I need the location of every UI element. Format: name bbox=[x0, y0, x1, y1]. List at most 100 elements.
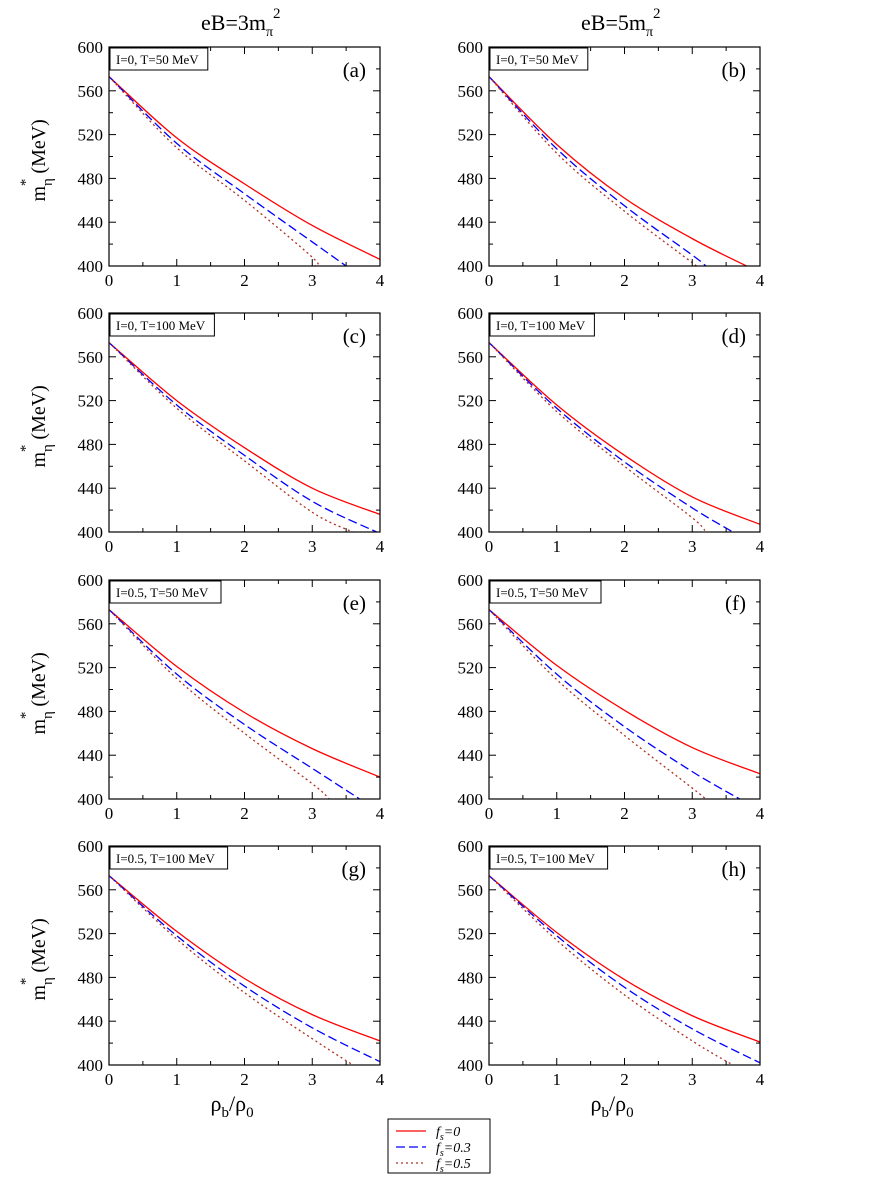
panel-e: 400 440 480 520 560 600 0 1 2 3 4 I=0.5, T=50 MeV (e… bbox=[18, 571, 385, 823]
panel-label: (d) bbox=[722, 324, 747, 348]
plot-frame bbox=[488, 579, 761, 800]
series-line-1 bbox=[489, 342, 734, 532]
y-tick-label: 480 bbox=[78, 169, 104, 188]
y-tick-label: 600 bbox=[458, 38, 484, 57]
legend-box bbox=[387, 1118, 491, 1174]
y-tick-label: 520 bbox=[458, 392, 484, 411]
panel-label: (b) bbox=[722, 58, 747, 82]
panel-g: 400 440 480 520 560 600 0 1 2 3 4 I=0.5, T=100 MeV (… bbox=[18, 837, 385, 1121]
series-line-2 bbox=[109, 76, 320, 266]
y-tick-label: 480 bbox=[78, 968, 104, 987]
x-tick-label: 0 bbox=[485, 804, 494, 823]
panel-tag-box bbox=[109, 47, 209, 71]
x-tick-label: 2 bbox=[620, 537, 629, 556]
y-tick-label: 400 bbox=[78, 257, 104, 276]
x-tick-label: 2 bbox=[240, 1070, 249, 1089]
legend-label-0: fs=0 bbox=[436, 1125, 460, 1143]
series-line-0 bbox=[489, 875, 760, 1043]
x-tick-label: 0 bbox=[485, 537, 494, 556]
panel-label: (a) bbox=[343, 58, 366, 82]
plot-frame bbox=[108, 579, 381, 800]
series-line-1 bbox=[109, 609, 361, 799]
series-line-0 bbox=[109, 609, 380, 778]
series-line-2 bbox=[489, 76, 698, 266]
x-tick-label: 0 bbox=[485, 1070, 494, 1089]
x-tick-label: 3 bbox=[688, 537, 697, 556]
panel-label: (f) bbox=[725, 591, 746, 615]
y-tick-label: 400 bbox=[78, 1056, 104, 1075]
x-tick-label: 2 bbox=[240, 537, 249, 556]
y-tick-label: 400 bbox=[78, 523, 104, 542]
series-line-2 bbox=[109, 875, 354, 1065]
x-tick-label: 1 bbox=[553, 537, 562, 556]
y-tick-label: 600 bbox=[78, 571, 104, 590]
panel-label: (c) bbox=[343, 324, 366, 348]
x-tick-label: 1 bbox=[553, 1070, 562, 1089]
series-line-0 bbox=[489, 76, 747, 266]
panel-tag-box bbox=[109, 846, 229, 870]
y-tick-label: 400 bbox=[78, 790, 104, 809]
y-tick-label: 560 bbox=[458, 348, 484, 367]
y-tick-label: 520 bbox=[458, 925, 484, 944]
y-tick-label: 440 bbox=[78, 213, 104, 232]
x-tick-label: 3 bbox=[688, 271, 697, 290]
panel-c: 400 440 480 520 560 600 0 1 2 3 4 I=0, T=100 MeV (c)… bbox=[18, 304, 385, 556]
panel-b: 400 440 480 520 560 600 0 1 2 3 4 I=0, T=50 MeV (b) bbox=[458, 38, 765, 290]
y-tick-label: 560 bbox=[78, 881, 104, 900]
y-tick-label: 480 bbox=[458, 968, 484, 987]
y-tick-label: 520 bbox=[78, 659, 104, 678]
panel-tag-box bbox=[109, 313, 215, 337]
x-tick-label: 3 bbox=[308, 804, 317, 823]
plot-frame bbox=[488, 845, 761, 1066]
panel-tag: I=0, T=100 MeV bbox=[496, 318, 586, 333]
y-tick-label: 560 bbox=[458, 881, 484, 900]
series-line-2 bbox=[489, 342, 707, 532]
x-tick-label: 3 bbox=[308, 1070, 317, 1089]
panel-a: 400 440 480 520 560 600 0 1 2 3 4 I=0, T=50 MeV (a) m… bbox=[18, 38, 385, 290]
y-axis-label: mη* (MeV) bbox=[18, 652, 56, 734]
x-tick-label: 2 bbox=[620, 271, 629, 290]
x-tick-label: 4 bbox=[756, 537, 765, 556]
panel-d: 400 440 480 520 560 600 0 1 2 3 4 I=0, T=100 MeV (d) bbox=[458, 304, 765, 556]
series-line-0 bbox=[109, 342, 380, 516]
series-line-2 bbox=[109, 609, 330, 799]
y-tick-label: 480 bbox=[458, 169, 484, 188]
panel-tag-box bbox=[109, 580, 222, 604]
panel-tag: I=0, T=100 MeV bbox=[116, 318, 206, 333]
panel-tag-box bbox=[489, 47, 589, 71]
series-line-1 bbox=[489, 875, 760, 1064]
series-line-0 bbox=[489, 342, 760, 525]
plot-frame bbox=[488, 46, 761, 267]
y-tick-label: 560 bbox=[458, 615, 484, 634]
series-line-0 bbox=[109, 875, 380, 1042]
series-line-0 bbox=[489, 609, 760, 775]
legend-label-2: fs=0.5 bbox=[436, 1157, 471, 1175]
x-tick-label: 4 bbox=[756, 804, 765, 823]
y-tick-label: 520 bbox=[458, 659, 484, 678]
y-tick-label: 480 bbox=[458, 435, 484, 454]
x-tick-label: 0 bbox=[105, 804, 114, 823]
x-tick-label: 3 bbox=[308, 271, 317, 290]
y-tick-label: 400 bbox=[458, 790, 484, 809]
panel-tag-box bbox=[489, 313, 595, 337]
y-tick-label: 440 bbox=[78, 1012, 104, 1031]
x-tick-label: 4 bbox=[376, 804, 385, 823]
y-tick-label: 560 bbox=[458, 82, 484, 101]
series-line-1 bbox=[109, 342, 377, 532]
panel-h: 400 440 480 520 560 600 0 1 2 3 4 I=0.5, T=100 MeV (… bbox=[458, 837, 765, 1121]
x-tick-label: 0 bbox=[105, 271, 114, 290]
panel-tag: I=0.5, T=50 MeV bbox=[116, 585, 209, 600]
x-tick-label: 3 bbox=[308, 537, 317, 556]
x-tick-label: 3 bbox=[688, 1070, 697, 1089]
panel-tag: I=0.5, T=50 MeV bbox=[496, 585, 589, 600]
y-tick-label: 440 bbox=[458, 1012, 484, 1031]
x-tick-label: 1 bbox=[173, 537, 182, 556]
y-tick-label: 600 bbox=[78, 38, 104, 57]
x-tick-label: 3 bbox=[688, 804, 697, 823]
x-tick-label: 4 bbox=[756, 271, 765, 290]
x-tick-label: 4 bbox=[376, 537, 385, 556]
series-line-1 bbox=[109, 875, 380, 1063]
y-tick-label: 600 bbox=[458, 304, 484, 323]
panel-tag: I=0, T=50 MeV bbox=[496, 52, 579, 67]
legend-label-1: fs=0.3 bbox=[436, 1141, 471, 1159]
